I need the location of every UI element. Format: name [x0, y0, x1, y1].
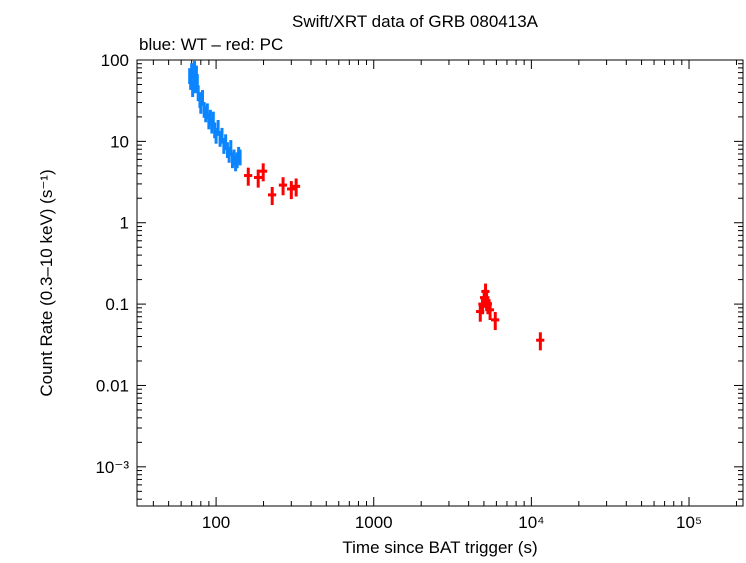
x-tick-label: 10⁴: [518, 513, 544, 532]
y-tick-label: 10⁻³: [95, 458, 129, 477]
x-tick-label: 1000: [355, 513, 393, 532]
data-point-pc: [267, 186, 277, 206]
data-point-wt: [229, 140, 233, 156]
y-tick-label: 1: [120, 214, 129, 233]
data-point-pc: [244, 167, 253, 186]
y-tick-label: 10: [110, 132, 129, 151]
data-point-pc: [536, 332, 545, 351]
y-tick-label: 100: [101, 51, 129, 70]
chart-subtitle: blue: WT – red: PC: [139, 35, 283, 54]
data-point-wt: [238, 149, 242, 166]
data-point-pc: [485, 301, 495, 321]
data-point-wt: [224, 134, 228, 151]
y-axis-label: Count Rate (0.3–10 keV) (s⁻¹): [37, 169, 56, 396]
data-point-wt: [205, 103, 209, 120]
data-point-pc: [491, 311, 500, 331]
data-point-wt: [190, 63, 194, 79]
data-point-wt: [220, 127, 224, 144]
data-point-pc: [287, 181, 296, 200]
chart-title: Swift/XRT data of GRB 080413A: [292, 12, 539, 31]
y-tick-label: 0.1: [105, 295, 129, 314]
data-point-wt: [216, 120, 220, 136]
x-tick-label: 100: [202, 513, 230, 532]
data-point-pc: [253, 169, 263, 188]
data-point-pc: [258, 163, 268, 182]
x-tick-label: 10⁵: [676, 513, 702, 532]
x-axis-label: Time since BAT trigger (s): [342, 538, 537, 557]
data-point-pc: [291, 178, 301, 197]
data-point-pc: [278, 177, 288, 196]
plot-frame: [136, 59, 744, 507]
data-point-wt: [201, 90, 205, 106]
y-tick-label: 0.01: [96, 376, 129, 395]
